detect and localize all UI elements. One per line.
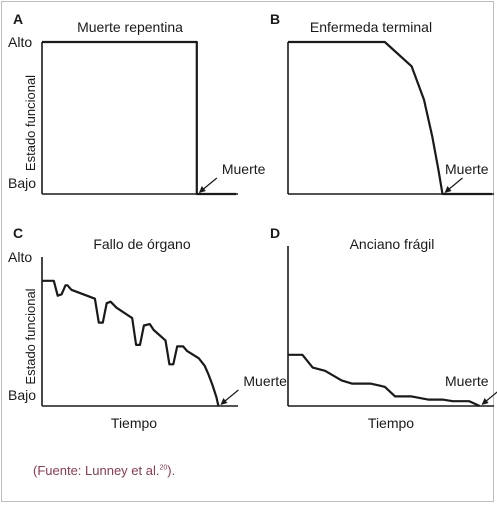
- panel-letter: A: [13, 11, 23, 27]
- ytick-label-high: Alto: [8, 249, 32, 265]
- panel-letter: B: [270, 11, 280, 27]
- trajectory-line: [42, 40, 236, 196]
- panel-title: Fallo de órgano: [93, 236, 191, 252]
- trajectory-line: [288, 353, 481, 407]
- annotation-arrow-head: [220, 398, 228, 405]
- panel-title: Anciano frágil: [350, 236, 435, 252]
- y-axis-label: Estado funcional: [23, 288, 38, 384]
- caption-text: (Fuente: Lunney et al.: [33, 463, 160, 478]
- x-axis-label: Tiempo: [111, 415, 157, 431]
- annotation-arrow-head: [444, 186, 452, 193]
- annotation-label: Muerte: [222, 161, 266, 177]
- trajectory-line: [288, 40, 492, 196]
- ytick-label-low: Bajo: [8, 387, 36, 403]
- source-caption: (Fuente: Lunney et al.20).: [33, 463, 175, 478]
- trajectory-line: [42, 279, 220, 407]
- annotation-arrow-head: [198, 186, 206, 193]
- x-axis-label: Tiempo: [368, 415, 414, 431]
- annotation-arrow-head: [481, 398, 489, 405]
- annotation-label: Muerte: [445, 161, 489, 177]
- y-axis-label: Estado funcional: [23, 75, 38, 171]
- annotation-label: Muerte: [243, 373, 287, 389]
- caption-suffix: ).: [167, 463, 176, 478]
- panel-letter: D: [270, 225, 280, 241]
- panel-letter: C: [13, 225, 23, 241]
- panel-title: Muerte repentina: [77, 19, 183, 35]
- panel-title: Enfermeda terminal: [310, 19, 432, 35]
- ytick-label-low: Bajo: [8, 175, 36, 191]
- ytick-label-high: Alto: [8, 34, 32, 50]
- annotation-label: Muerte: [445, 373, 489, 389]
- caption-superscript: 20: [159, 464, 168, 472]
